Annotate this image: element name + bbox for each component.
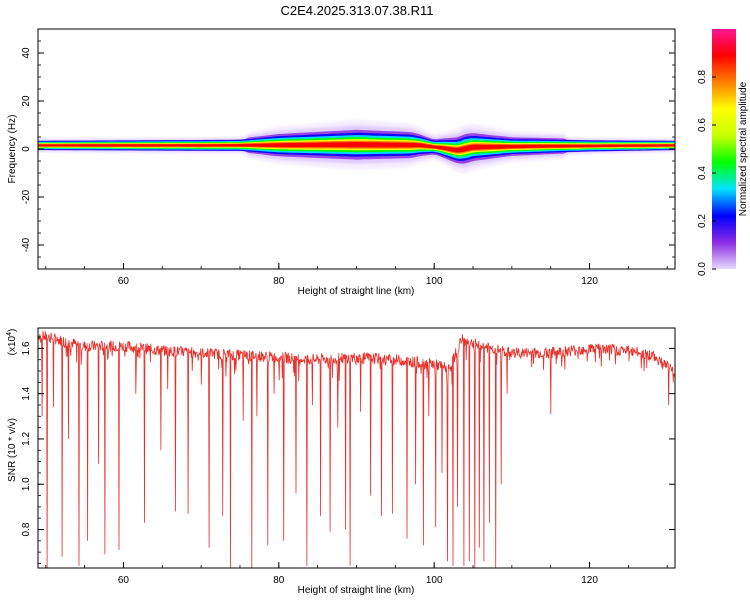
figure-title: C2E4.2025.313.07.38.R11	[281, 3, 434, 18]
spectrogram-y-label: Frequency (Hz)	[7, 115, 18, 184]
spectrogram-x-tick-label: 60	[118, 276, 130, 287]
spectrogram-x-tick-label: 80	[273, 276, 285, 287]
spectrogram-frame	[37, 28, 676, 270]
snr-x-tick-label: 60	[118, 575, 130, 586]
snr-y-scale: (x104)	[6, 329, 18, 356]
snr-axes: 60 80 100 120 0.8 1.0 1.2 1.4 1.6	[21, 336, 675, 586]
colorbar-label: Normalized spectral amplitude	[738, 81, 749, 216]
snr-y-label: SNR (10 * v/v)	[7, 418, 18, 482]
snr-plot-area	[38, 328, 675, 568]
snr-y-tick-label: 1.0	[21, 477, 32, 491]
snr-y-tick-label: 1.4	[21, 386, 32, 400]
spectral-band	[38, 119, 675, 174]
spectral-band-level	[38, 142, 675, 153]
colorbar-tick-label: 0.6	[697, 118, 708, 132]
snr-y-tick-label: 0.8	[21, 522, 32, 536]
colorbar-ticks: 0.0 0.2 0.4 0.6 0.8	[697, 70, 716, 276]
spectrogram-x-tick-label: 120	[581, 276, 598, 287]
snr-y-tick-label: 1.2	[21, 432, 32, 446]
snr-x-tick-label: 80	[273, 575, 285, 586]
spectrogram-x-label: Height of straight line (km)	[298, 286, 415, 297]
colorbar-tick-label: 0.0	[697, 262, 708, 276]
spectrogram-y-tick-label: 40	[21, 47, 32, 59]
spectrogram-panel: 60 80 100 120 -40 -20 0 20 40 Height of straight…	[7, 28, 676, 297]
snr-x-label: Height of straight line (km)	[298, 585, 415, 596]
spectrogram-x-tick-label: 100	[426, 276, 443, 287]
colorbar-gradient	[712, 29, 736, 269]
colorbar: 0.0 0.2 0.4 0.6 0.8 Normalized spectral ampl…	[697, 29, 749, 276]
snr-x-tick-label: 120	[581, 575, 598, 586]
snr-y-tick-label: 1.6	[21, 341, 32, 355]
colorbar-tick-label: 0.8	[697, 70, 708, 84]
spectrogram-y-tick-label: 0	[21, 146, 32, 152]
spectrogram-y-tick-label: -40	[21, 237, 32, 252]
spectrogram-y-tick-label: -20	[21, 189, 32, 204]
spectrogram-y-tick-label: 20	[21, 95, 32, 107]
snr-frame	[37, 327, 676, 569]
snr-x-tick-label: 100	[426, 575, 443, 586]
snr-series-line	[38, 330, 675, 568]
colorbar-tick-label: 0.4	[697, 166, 708, 180]
snr-panel: 60 80 100 120 0.8 1.0 1.2 1.4 1.6 Height of stra…	[6, 327, 676, 596]
colorbar-tick-label: 0.2	[697, 214, 708, 228]
